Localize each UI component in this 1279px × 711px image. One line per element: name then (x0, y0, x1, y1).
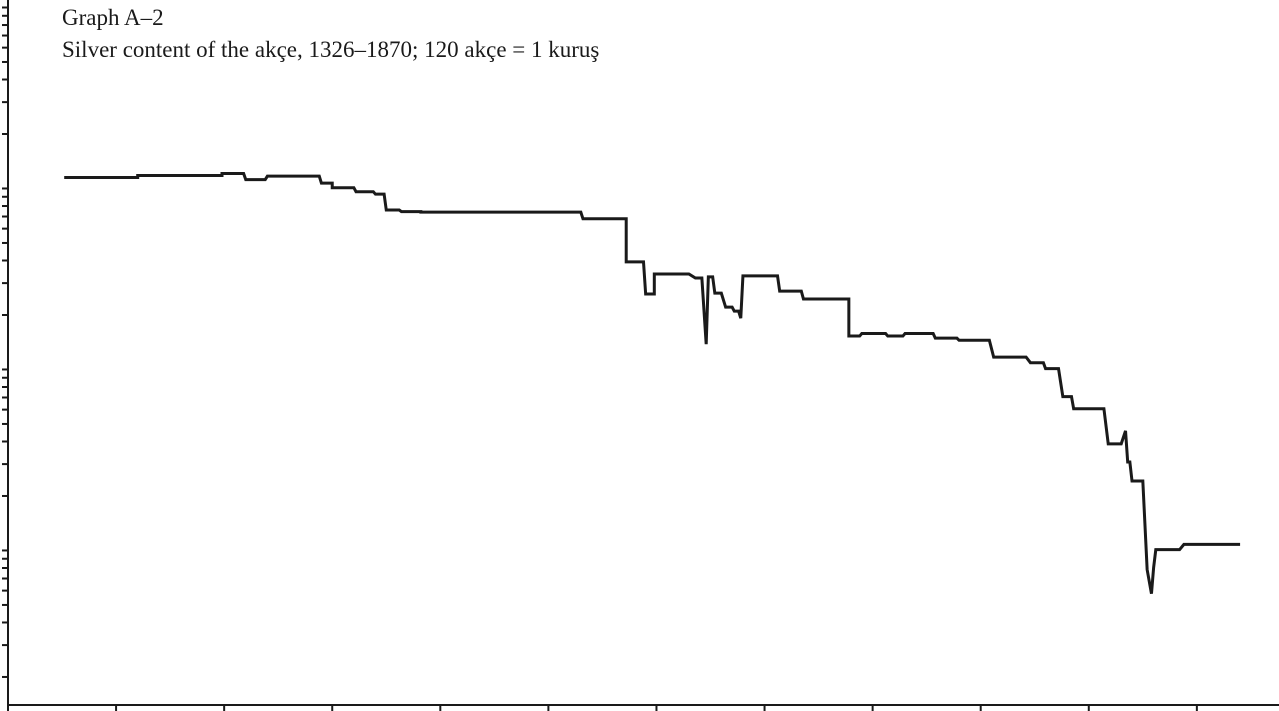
chart-subtitle: Silver content of the akçe, 1326–1870; 1… (62, 37, 599, 62)
chart-title: Graph A–2 (62, 5, 164, 30)
data-line (64, 171, 1241, 594)
